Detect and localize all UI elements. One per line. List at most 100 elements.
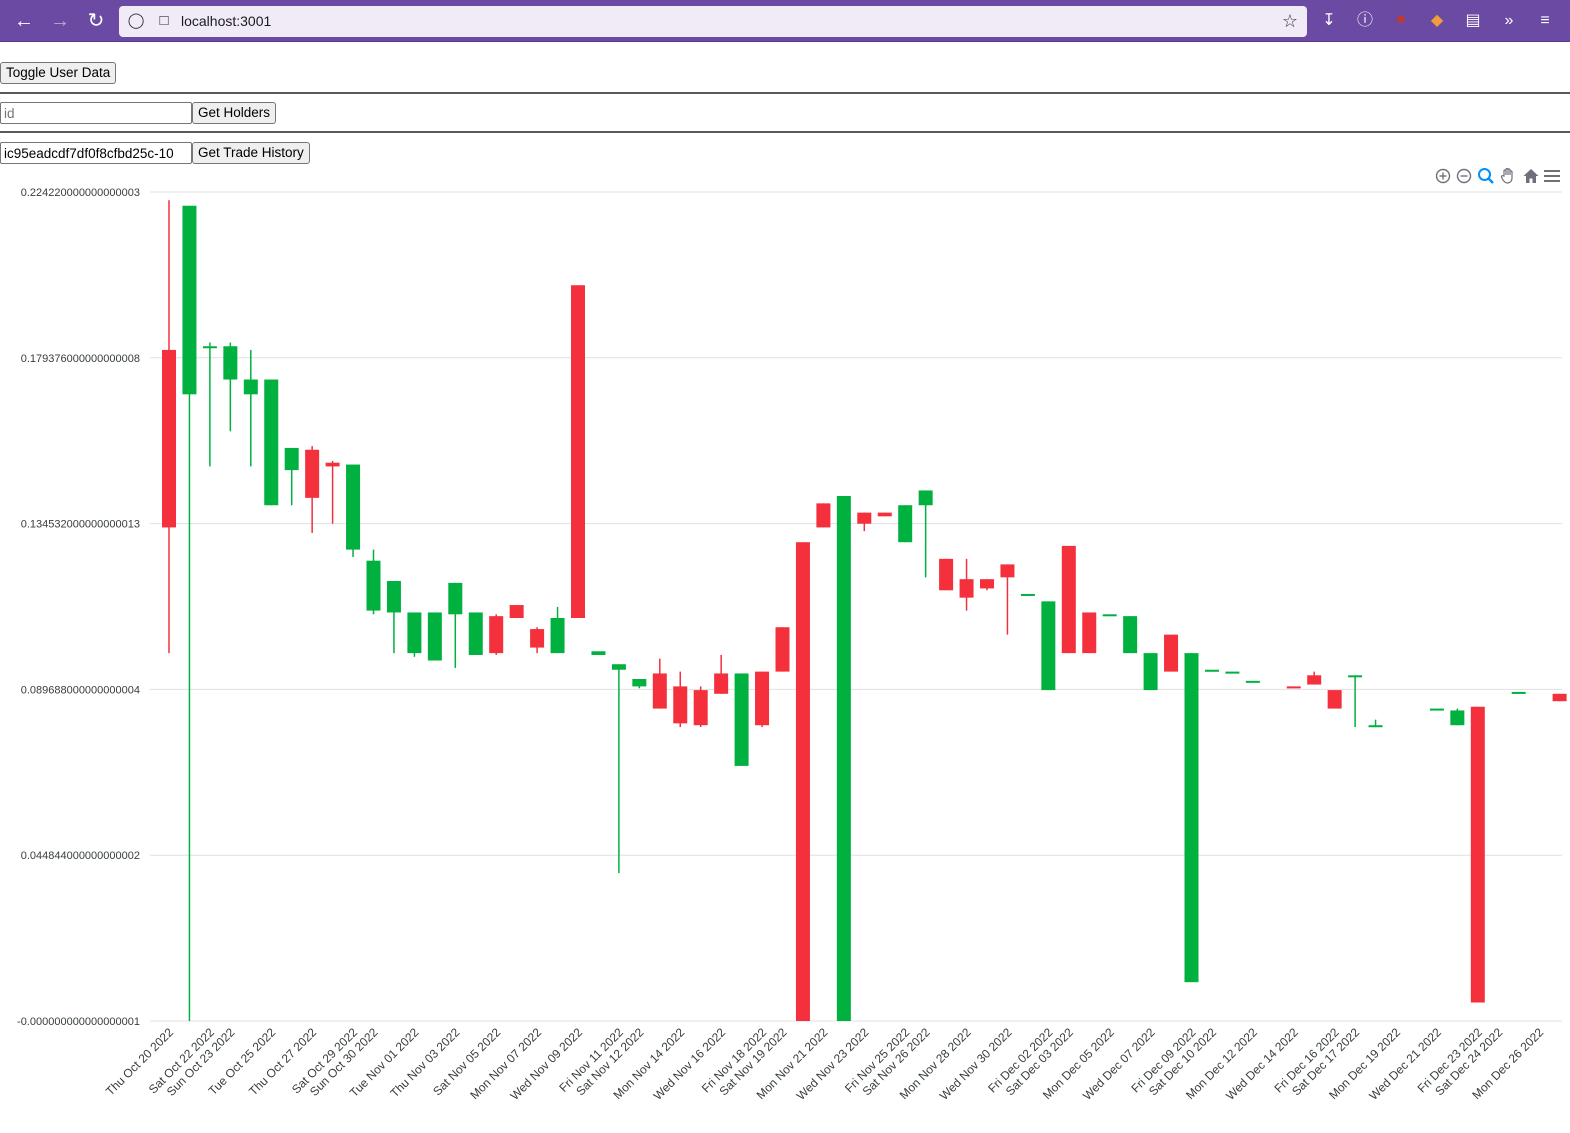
candle[interactable] [816, 503, 831, 528]
candle[interactable] [1348, 675, 1363, 728]
candle[interactable] [652, 658, 667, 709]
candle[interactable] [693, 686, 708, 728]
bookmark-star-icon[interactable]: ☆ [1281, 11, 1299, 31]
candle[interactable] [775, 627, 790, 672]
candle[interactable] [1429, 708, 1444, 711]
url-text[interactable]: localhost:3001 [181, 13, 272, 29]
candle[interactable] [202, 342, 217, 467]
candle-body [1184, 653, 1199, 983]
candle[interactable] [346, 464, 361, 557]
candle[interactable] [1552, 693, 1567, 702]
hamburger-menu-icon[interactable]: ≡ [1540, 12, 1550, 29]
reload-icon[interactable]: ↻ [87, 10, 105, 32]
candle[interactable] [1307, 671, 1322, 685]
candle[interactable] [755, 671, 770, 728]
shield-icon[interactable]: ◯ [127, 12, 145, 29]
candle[interactable] [1082, 612, 1097, 654]
candle[interactable] [1061, 545, 1076, 654]
candle[interactable] [611, 664, 626, 874]
candle[interactable] [284, 447, 299, 506]
candle[interactable] [632, 679, 647, 689]
ublock-icon[interactable]: ⚫ [1394, 12, 1408, 29]
candle[interactable] [325, 460, 340, 524]
pan-hand-icon[interactable] [1498, 166, 1518, 186]
candle[interactable] [939, 558, 954, 591]
candle[interactable] [1041, 601, 1056, 691]
candle[interactable] [795, 542, 810, 1021]
candle-body [1164, 634, 1179, 672]
candle[interactable] [530, 627, 545, 654]
candle[interactable] [918, 490, 933, 578]
candle-body [264, 379, 279, 506]
candle[interactable] [1368, 719, 1383, 728]
candle[interactable] [489, 614, 504, 655]
y-tick-label: 0.134532000000000013 [21, 519, 140, 531]
address-bar[interactable]: ◯ □ localhost:3001 ☆ [119, 6, 1307, 37]
candle[interactable] [571, 285, 585, 618]
candle[interactable] [898, 505, 913, 543]
candle[interactable] [509, 605, 524, 618]
candle[interactable] [1020, 593, 1035, 596]
candle[interactable] [223, 342, 238, 432]
candle[interactable] [714, 654, 729, 694]
download-icon[interactable]: ↧ [1322, 12, 1336, 29]
candle[interactable] [550, 606, 565, 654]
zoom-out-icon[interactable] [1454, 166, 1474, 186]
candle[interactable] [1123, 616, 1138, 654]
candle[interactable] [1327, 690, 1342, 709]
candle[interactable] [836, 495, 851, 1021]
candle[interactable] [1143, 653, 1158, 691]
overflow-chevron-icon[interactable]: » [1504, 12, 1514, 29]
zoom-in-icon[interactable] [1433, 166, 1453, 186]
forward-arrow-icon[interactable]: → [50, 10, 70, 32]
menu-icon[interactable] [1542, 166, 1562, 186]
candle[interactable] [877, 512, 892, 517]
metamask-fox-icon[interactable]: ◆ [1430, 12, 1444, 29]
candle[interactable] [366, 549, 381, 615]
reader-icon[interactable]: ▤ [1465, 12, 1481, 29]
candle[interactable] [305, 446, 320, 533]
candle[interactable] [407, 612, 422, 657]
candle[interactable] [1184, 653, 1199, 983]
candle[interactable] [448, 582, 463, 668]
candle[interactable] [468, 612, 483, 655]
holders-id-input[interactable] [0, 102, 192, 124]
candle-body [816, 503, 831, 528]
candle[interactable] [1204, 669, 1219, 672]
candle-body [1123, 616, 1138, 654]
back-arrow-icon[interactable]: ← [14, 10, 34, 32]
candle[interactable] [243, 349, 258, 467]
toggle-user-data-button[interactable]: Toggle User Data [0, 62, 117, 84]
candle[interactable] [386, 581, 401, 654]
info-icon[interactable]: ⓘ [1356, 12, 1373, 29]
candle[interactable] [734, 673, 749, 766]
candle[interactable] [1511, 691, 1526, 694]
candle[interactable] [1102, 614, 1117, 617]
page-icon[interactable]: □ [159, 12, 169, 29]
get-trade-history-button[interactable]: Get Trade History [192, 142, 310, 164]
candle[interactable] [959, 558, 974, 611]
trade-history-input[interactable] [0, 142, 192, 164]
candle-body [857, 512, 872, 524]
candlestick-chart[interactable]: 0.224220000000000003 0.179376000000000008… [0, 165, 1570, 1133]
candle[interactable] [1470, 706, 1485, 1003]
candle[interactable] [1225, 671, 1240, 674]
candle[interactable] [1450, 708, 1465, 726]
get-holders-button[interactable]: Get Holders [192, 102, 277, 124]
zoom-select-icon[interactable] [1476, 166, 1496, 186]
candle[interactable] [591, 651, 606, 655]
home-reset-icon[interactable] [1521, 166, 1541, 186]
candle[interactable] [162, 200, 176, 654]
candle[interactable] [1164, 634, 1179, 672]
candle[interactable] [427, 612, 442, 661]
candle-body [489, 616, 504, 654]
candle-body [652, 673, 667, 709]
candle[interactable] [1000, 564, 1015, 635]
candle[interactable] [673, 671, 688, 728]
candle[interactable] [980, 579, 994, 591]
candle[interactable] [264, 379, 279, 506]
candle[interactable] [1286, 686, 1301, 689]
candle[interactable] [857, 512, 872, 532]
candle[interactable] [182, 205, 197, 1021]
candle[interactable] [1245, 680, 1260, 683]
